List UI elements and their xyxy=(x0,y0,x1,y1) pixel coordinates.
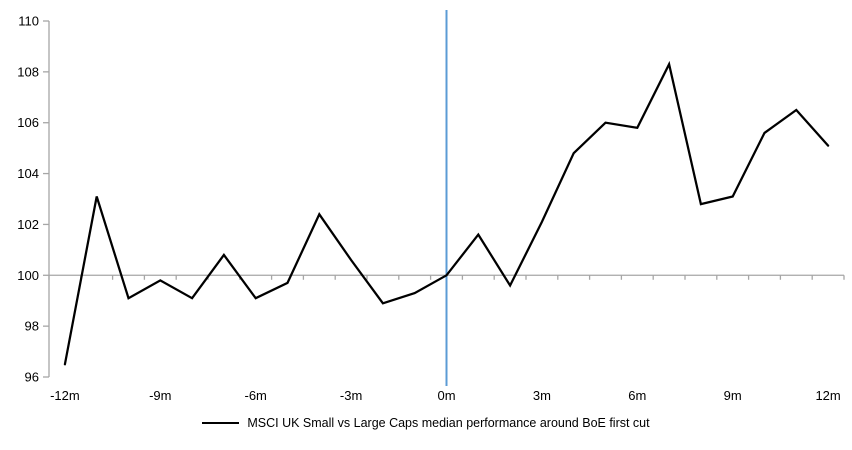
y-axis-label: 104 xyxy=(17,166,39,181)
y-axis-label: 96 xyxy=(25,370,39,385)
series-line xyxy=(63,60,830,366)
x-axis-label: -9m xyxy=(149,388,171,403)
x-axis-label: -12m xyxy=(50,388,80,403)
y-axis-label: 98 xyxy=(25,319,39,334)
y-axis-label: 108 xyxy=(17,64,39,79)
x-axis-label: 9m xyxy=(724,388,742,403)
legend-label: MSCI UK Small vs Large Caps median perfo… xyxy=(247,416,650,430)
x-axis-label: 6m xyxy=(628,388,646,403)
x-axis-label: 0m xyxy=(437,388,455,403)
x-axis-label: -3m xyxy=(340,388,362,403)
y-axis-label: 102 xyxy=(17,217,39,232)
x-axis-label: 3m xyxy=(533,388,551,403)
y-axis-label: 100 xyxy=(17,268,39,283)
y-axis-label: 106 xyxy=(17,115,39,130)
legend: MSCI UK Small vs Large Caps median perfo… xyxy=(0,416,852,430)
y-axis-label: 110 xyxy=(18,14,39,29)
x-axis-label: 12m xyxy=(815,388,840,403)
legend-line-swatch xyxy=(202,422,240,424)
x-axis-label: -6m xyxy=(245,388,267,403)
